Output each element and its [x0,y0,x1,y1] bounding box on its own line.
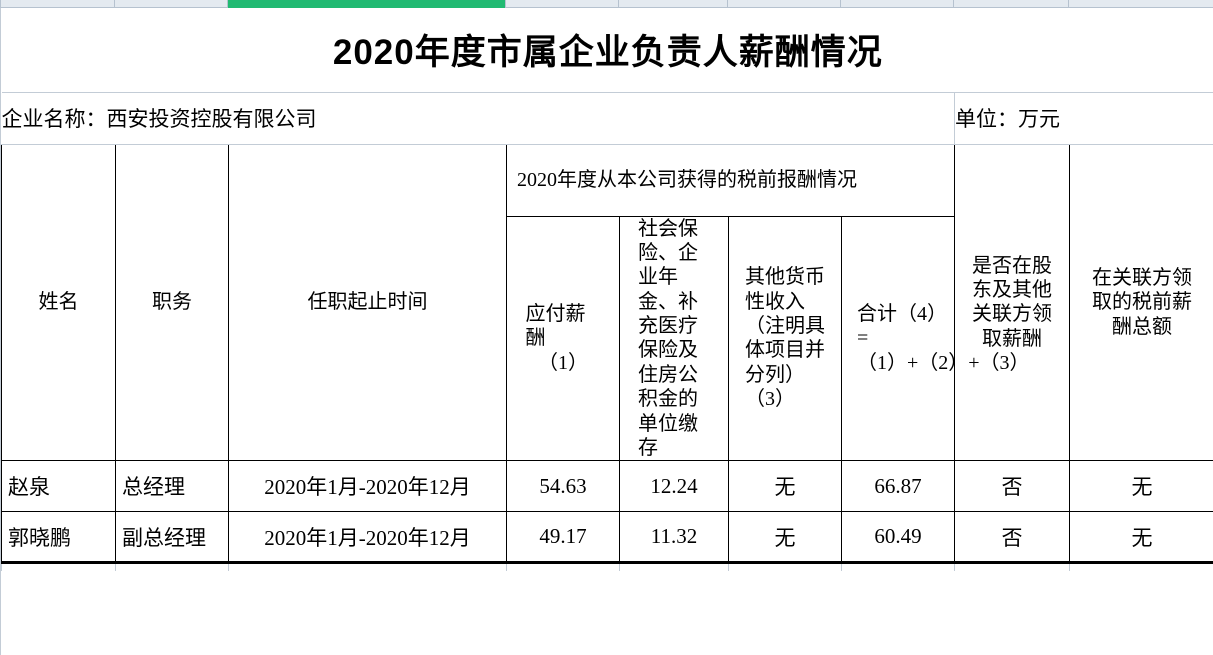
cell-social-insurance: 12.24 [619,460,729,513]
cell-position: 总经理 [115,460,229,513]
title-row: 2020年度市属企业负责人薪酬情况 [1,8,1213,93]
cell-receives-from-shareholder: 否 [954,511,1070,565]
cell-total: 60.49 [841,511,955,565]
cell-receives-from-shareholder: 否 [954,460,1070,513]
cell-payable-salary: 54.63 [506,460,620,513]
cell-position: 副总经理 [115,511,229,565]
column-header-tenure: 任职起止时间 [228,143,507,462]
cell-name: 赵泉 [1,460,116,513]
page-title: 2020年度市属企业负责人薪酬情况 [1,8,1213,93]
cell-related-party-total: 无 [1068,511,1213,565]
spreadsheet-column-header-strip[interactable] [0,0,1213,8]
cell-tenure: 2020年1月-2020年12月 [228,460,507,513]
table-row: 郭晓鹏 副总经理 2020年1月-2020年12月 49.17 11.32 无 … [1,511,1213,565]
column-header-related-party-total: 在关联方领取的税前薪酬总额 [1068,143,1213,462]
column-header-payable-salary: 应付薪 酬 （1） [506,215,620,462]
column-header-total: 合计（4）=（1）+（2）+（3） [841,215,1030,462]
cell-other-income: 无 [728,511,842,565]
cell-social-insurance: 11.32 [619,511,729,565]
column-header-receives-from-shareholder: 是否在股东及其他关联方领取薪酬 [954,143,1070,462]
table-row: 赵泉 总经理 2020年1月-2020年12月 54.63 12.24 无 66… [1,460,1213,513]
salary-disclosure-table: 2020年度市属企业负责人薪酬情况 企业名称：西安投资控股有限公司 单位：万元 … [1,8,1213,571]
selected-column-indicator[interactable] [228,0,505,8]
table-header-row-2: 应付薪 酬 （1） 社会保险、企业年金、补充医疗保险及住房公积金的单位缴存 其他… [2,215,1213,462]
cell-tenure: 2020年1月-2020年12月 [228,511,507,565]
cell-payable-salary: 49.17 [506,511,620,565]
column-header-social-insurance: 社会保险、企业年金、补充医疗保险及住房公积金的单位缴存 [619,215,729,462]
cell-name: 郭晓鹏 [1,511,116,565]
unit-label: 单位：万元 [954,92,1213,145]
spreadsheet-sheet: 2020年度市属企业负责人薪酬情况 企业名称：西安投资控股有限公司 单位：万元 … [0,8,1213,655]
empty-sheet-row [1,562,1213,571]
column-header-other-income: 其他货币性收入（注明具体项目并分列）（3） [728,215,842,462]
column-header-position: 职务 [115,143,229,462]
company-name-label: 企业名称：西安投资控股有限公司 [1,92,955,145]
column-header-group-pretax-compensation: 2020年度从本公司获得的税前报酬情况 [506,143,955,217]
cell-total: 66.87 [841,460,955,513]
table-header-row-1: 姓名 职务 任职起止时间 2020年度从本公司获得的税前报酬情况 是否在股东及其… [1,143,1213,462]
cell-other-income: 无 [728,460,842,513]
cell-related-party-total: 无 [1068,460,1213,513]
column-header-name: 姓名 [1,143,116,462]
meta-row: 企业名称：西安投资控股有限公司 单位：万元 [1,92,1213,145]
